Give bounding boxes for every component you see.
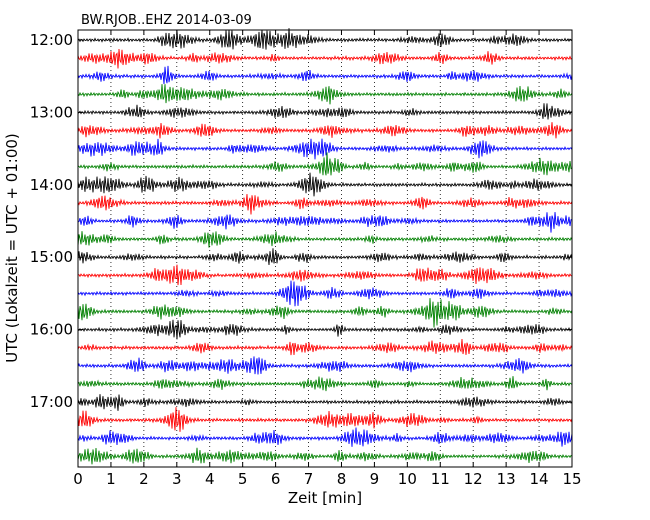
plot-border <box>77 29 573 468</box>
y-tick-label: 17:00 <box>30 393 73 411</box>
trace-1300 <box>77 103 573 120</box>
trace-1530 <box>77 280 573 307</box>
x-tick-label: 13 <box>497 470 516 488</box>
seismogram-traces <box>77 28 573 465</box>
y-axis-label: UTC (Lokalzeit = UTC + 01:00) <box>3 133 21 363</box>
y-tick-label: 13:00 <box>30 103 73 121</box>
trace-1630 <box>77 356 573 375</box>
plot-frame <box>78 30 572 467</box>
x-tick-label: 10 <box>398 470 417 488</box>
y-axis-ticks: 12:00 13:00 14:00 15:00 16:00 17:00 <box>30 31 572 411</box>
trace-1245 <box>77 84 573 105</box>
trace-1500 <box>77 248 573 266</box>
y-tick-label: 12:00 <box>30 31 73 49</box>
x-tick-label: 11 <box>431 470 450 488</box>
x-axis-ticks: 0 1 2 3 4 5 6 7 8 9 10 11 12 13 14 15 <box>73 30 582 488</box>
trace-1700 <box>77 394 573 411</box>
trace-1200 <box>77 28 573 50</box>
trace-1515 <box>77 264 573 286</box>
trace-1330 <box>77 138 573 160</box>
trace-1730 <box>77 427 573 447</box>
y-tick-label: 15:00 <box>30 248 73 266</box>
trace-1545 <box>77 298 573 328</box>
x-tick-label: 9 <box>370 470 380 488</box>
x-tick-label: 4 <box>205 470 215 488</box>
trace-1445 <box>77 231 573 248</box>
trace-1600 <box>77 319 573 340</box>
trace-1645 <box>77 376 573 392</box>
trace-1745 <box>77 447 573 465</box>
trace-1715 <box>77 407 573 432</box>
y-tick-label: 14:00 <box>30 176 73 194</box>
x-tick-label: 1 <box>106 470 116 488</box>
x-tick-label: 8 <box>337 470 347 488</box>
x-tick-label: 15 <box>562 470 581 488</box>
x-tick-label: 6 <box>271 470 281 488</box>
x-tick-label: 5 <box>238 470 248 488</box>
x-axis-label: Zeit [min] <box>288 489 362 507</box>
trace-1415 <box>77 194 573 215</box>
x-tick-label: 0 <box>73 470 83 488</box>
x-tick-label: 7 <box>304 470 314 488</box>
chart-title: BW.RJOB..EHZ 2014-03-09 <box>81 13 252 28</box>
trace-1345 <box>77 152 573 176</box>
trace-1230 <box>77 65 573 85</box>
trace-1315 <box>77 122 573 139</box>
trace-1430 <box>77 212 573 233</box>
trace-1615 <box>77 338 573 356</box>
vertical-gridlines <box>110 30 540 467</box>
x-tick-label: 12 <box>464 470 483 488</box>
x-tick-label: 3 <box>172 470 182 488</box>
y-tick-label: 16:00 <box>30 321 73 339</box>
trace-1400 <box>77 172 573 197</box>
trace-1215 <box>77 48 573 69</box>
x-tick-label: 2 <box>139 470 149 488</box>
x-tick-label: 14 <box>530 470 549 488</box>
